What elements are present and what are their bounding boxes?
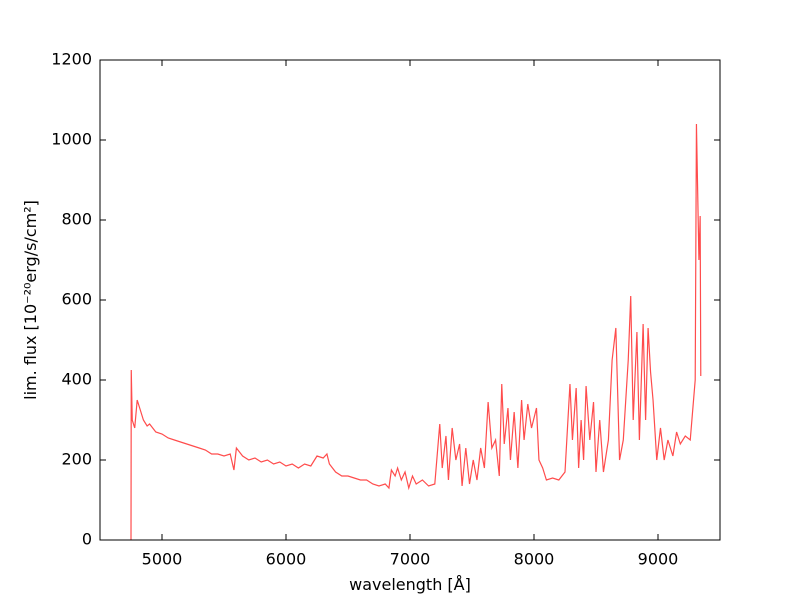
y-tick-label: 1000: [51, 130, 92, 149]
y-tick-label: 800: [61, 210, 92, 229]
y-tick-label: 600: [61, 290, 92, 309]
x-axis-label: wavelength [Å]: [349, 575, 471, 594]
x-tick-label: 5000: [142, 550, 183, 569]
y-tick-label: 200: [61, 450, 92, 469]
data-line: [130, 123, 702, 541]
x-tick-label: 8000: [514, 550, 555, 569]
x-tick-label: 7000: [390, 550, 431, 569]
y-tick-label: 400: [61, 370, 92, 389]
plot-frame: [99, 59, 721, 541]
y-tick-label: 0: [82, 530, 92, 549]
y-tick-label: 1200: [51, 50, 92, 69]
x-tick-label: 9000: [638, 550, 679, 569]
x-tick-label: 6000: [266, 550, 307, 569]
y-axis-label: lim. flux [10⁻²⁰erg/s/cm²]: [21, 200, 40, 400]
